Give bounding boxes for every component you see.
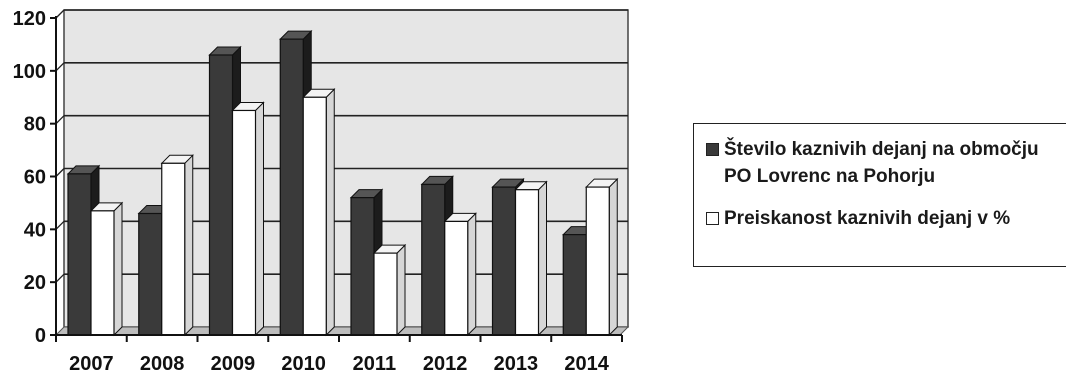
bar-series-2-2014 [585,186,610,336]
bars [66,29,619,337]
bar-series-2-2007 [90,210,115,336]
gridline-depth [55,115,65,125]
gridline-depth [55,168,65,177]
bar-side-2-2010 [325,88,335,337]
bar-series-1-2014 [562,234,587,336]
x-tick-label-2007: 2007 [69,353,114,375]
bar-series-2-2009 [231,109,257,336]
x-tick-label-2014: 2014 [564,353,609,375]
legend-label-series-2: Preiskanost kaznivih dejanj v % [724,208,1011,229]
gridline-depth [55,62,65,72]
bar-series-1-2008 [138,212,163,336]
bar-side-2-2007 [113,201,123,337]
bar-side-2-2011 [396,243,406,337]
y-tick-label: 120 [13,8,46,30]
axes: 0 20 40 60 80 100 120 2007 2008 2009 2010 2011 2012 2… [13,8,623,375]
gridline-depth [55,220,65,230]
x-tick-label-2009: 2009 [211,353,256,375]
y-tick-label: 80 [24,114,46,136]
legend: Število kaznivih dejanj na območju PO Lo… [693,123,1066,267]
bar-side-2-2012 [467,212,477,337]
x-tick-label-2012: 2012 [423,353,468,375]
bar-side-2-2013 [538,180,547,337]
bar-series-2-2011 [373,252,398,336]
bar-series-2-2012 [444,220,469,336]
bar-series-1-2009 [208,54,234,336]
legend-swatch-series-2 [706,212,719,225]
y-tick-label: 40 [24,219,46,241]
legend-label-series-1: Število kaznivih dejanj na območju PO Lo… [724,139,1039,187]
bar-series-1-2013 [491,186,517,336]
bar-side-2-2014 [608,177,618,337]
gridline-depth [55,273,65,283]
bar-side-2-2008 [184,154,194,337]
bar-series-2-2013 [514,189,540,336]
bar-side-2-2009 [255,101,264,337]
legend-item-series-1: Število kaznivih dejanj na območju PO Lo… [706,136,1054,190]
bar-series-2-2010 [302,96,327,336]
bar-series-1-2012 [421,183,446,336]
bar-series-2-2008 [161,162,186,336]
y-tick-label: 0 [35,325,46,347]
x-tick-label-2013: 2013 [494,353,539,375]
x-tick-label-2010: 2010 [281,353,326,375]
legend-swatch-series-1 [706,143,719,156]
bar-series-1-2007 [67,173,92,336]
y-tick-label: 100 [13,61,46,83]
x-tick-label-2011: 2011 [353,353,396,375]
x-tick-label-2008: 2008 [140,353,185,375]
bar-series-1-2011 [350,197,375,336]
gridline-depth [55,9,65,19]
legend-item-series-2: Preiskanost kaznivih dejanj v % [706,205,1054,232]
y-tick-label: 60 [24,167,46,189]
bar-series-1-2010 [279,38,304,336]
y-tick-label: 20 [24,272,46,294]
